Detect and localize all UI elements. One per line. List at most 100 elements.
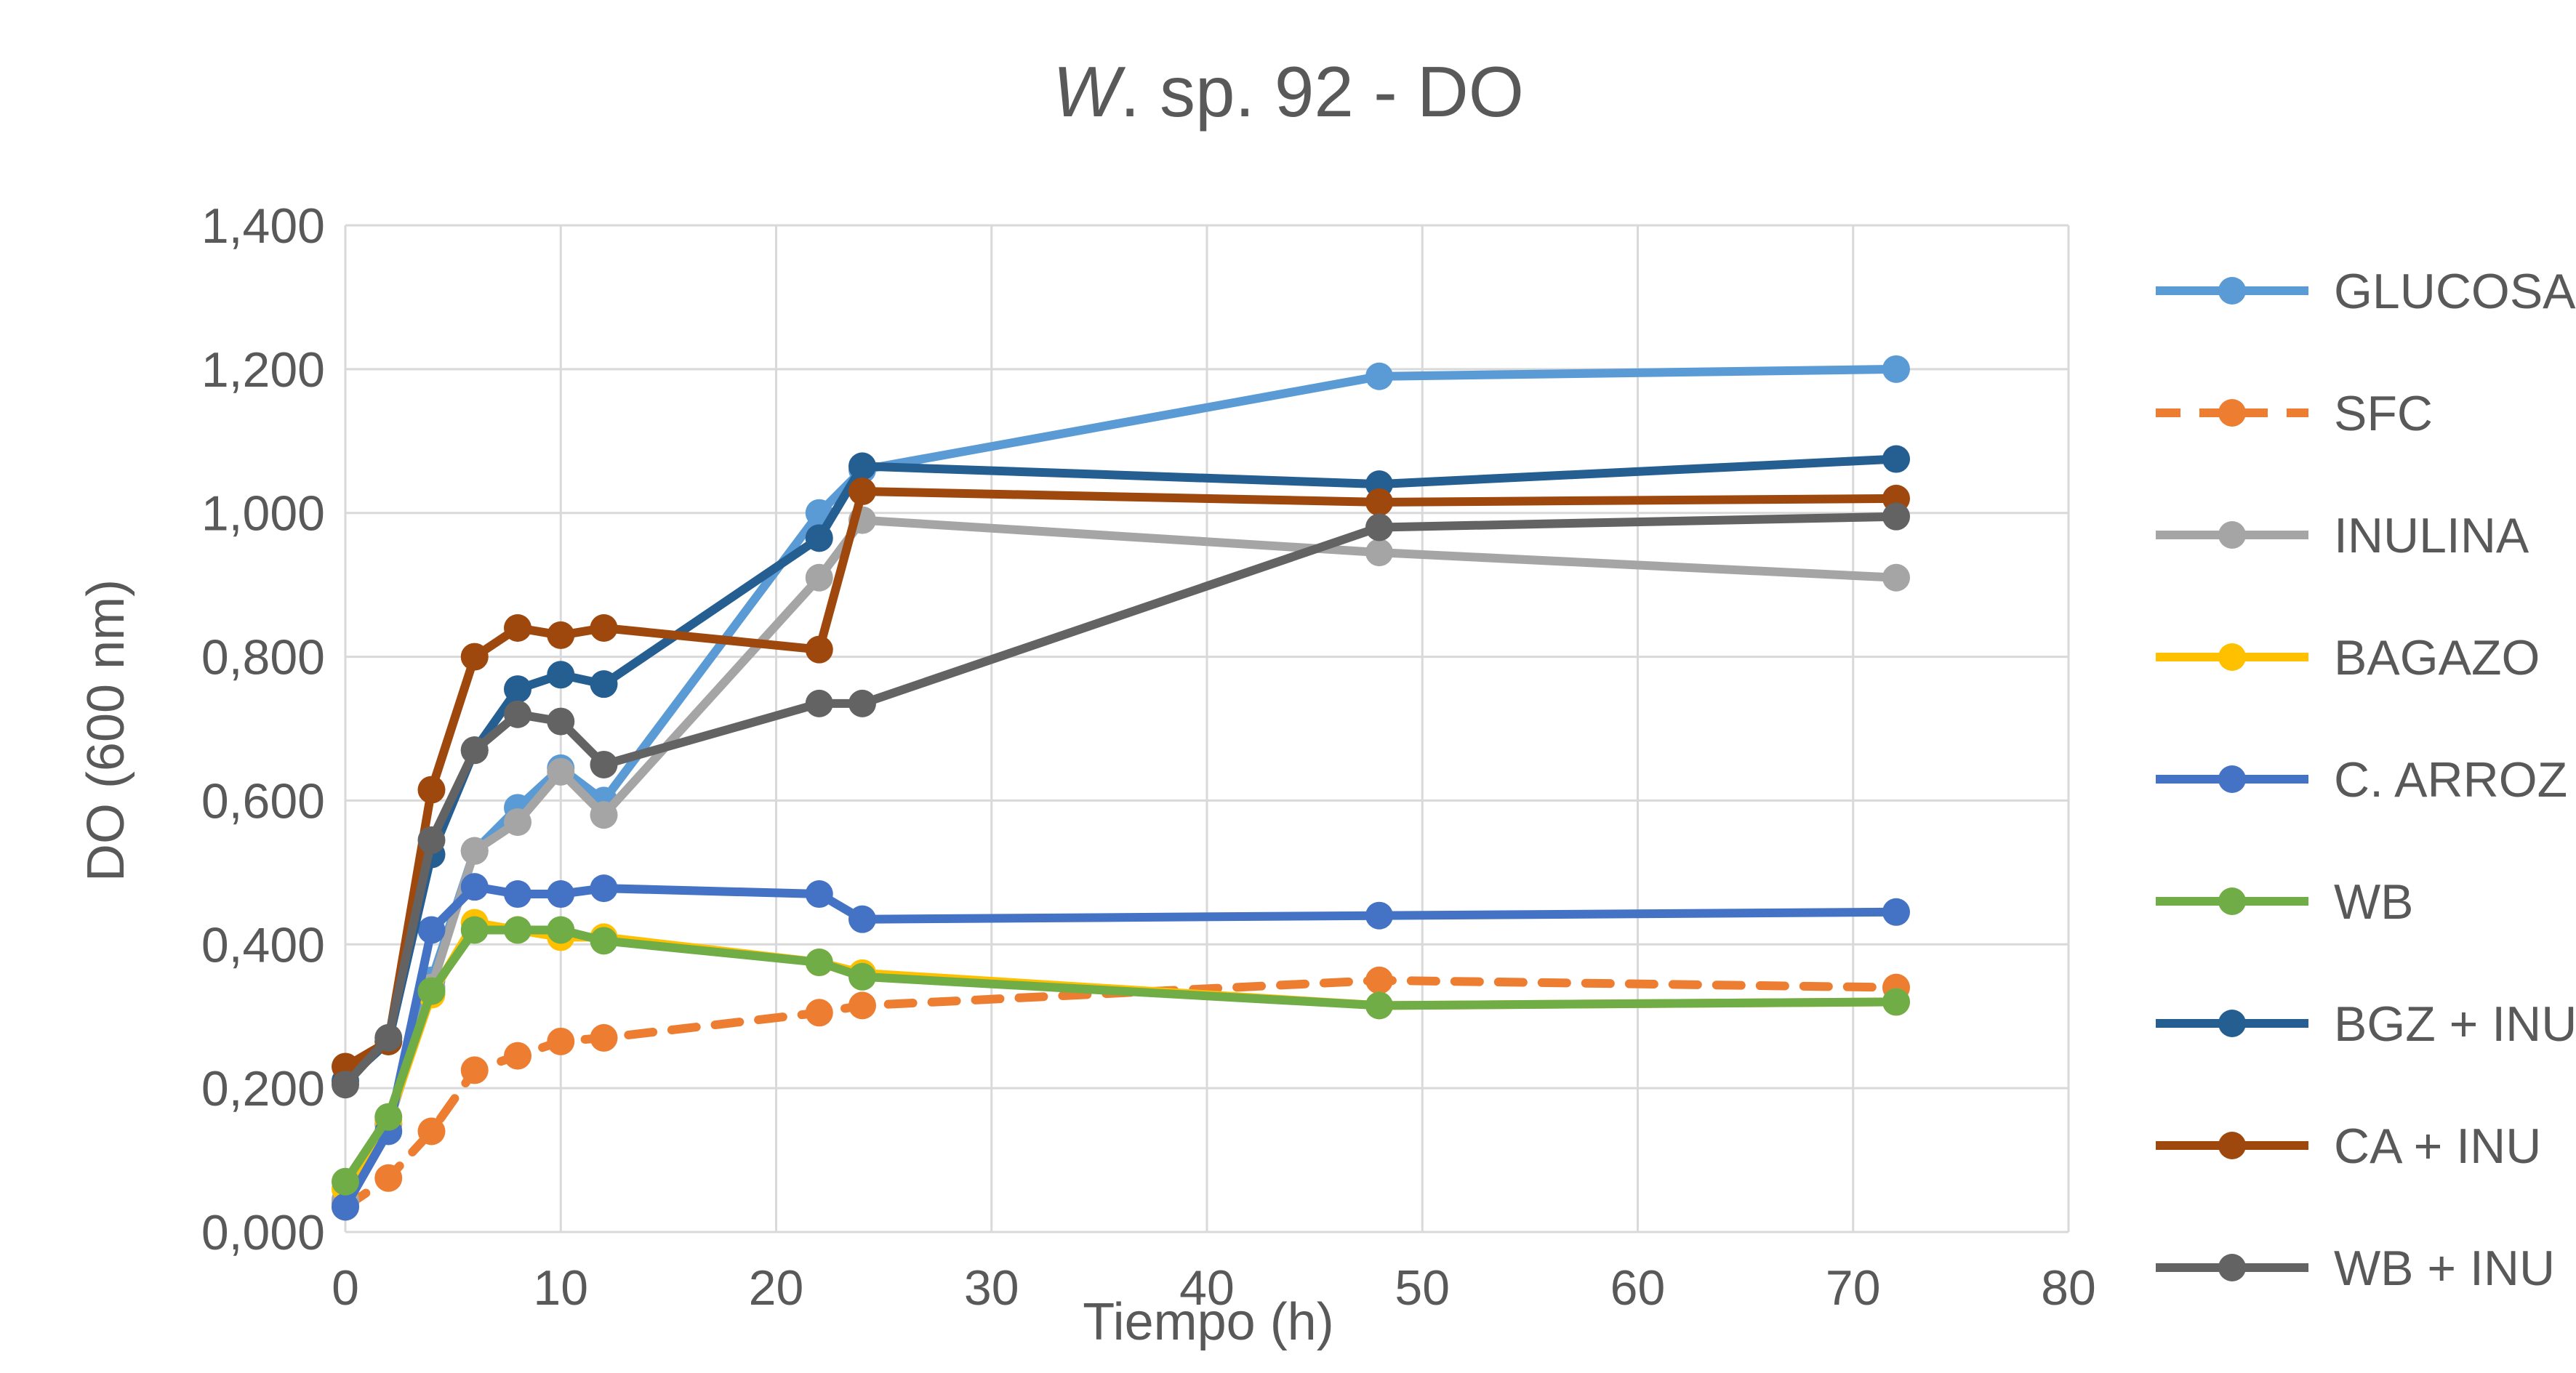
data-point	[805, 689, 833, 717]
data-point	[590, 1023, 618, 1052]
data-point	[504, 880, 531, 909]
data-point	[848, 991, 876, 1020]
x-tick-label: 70	[1826, 1260, 1881, 1316]
legend-entry: WB + INU	[2156, 1241, 2555, 1296]
legend-entry: SFC	[2156, 386, 2433, 441]
legend-entry: BAGAZO	[2156, 630, 2540, 685]
data-point	[1882, 445, 1910, 473]
legend-entry: INULINA	[2156, 508, 2529, 563]
data-point	[1882, 898, 1910, 926]
data-point	[1365, 966, 1393, 994]
data-point	[805, 999, 833, 1027]
legend-entry: WB	[2156, 874, 2414, 930]
data-point	[1882, 502, 1910, 531]
data-point	[848, 452, 876, 480]
x-tick-label: 80	[2041, 1260, 2096, 1316]
y-tick-label: 1,000	[201, 486, 325, 541]
legend-entry: BGZ + INU	[2156, 996, 2576, 1052]
legend-swatch-marker	[2218, 1254, 2246, 1281]
x-tick-label: 10	[533, 1260, 588, 1316]
legend-swatch-marker	[2218, 277, 2246, 305]
data-point	[1365, 488, 1393, 516]
legend-swatch-marker	[2218, 1010, 2246, 1037]
chart-title: W. sp. 92 - DO	[1053, 52, 1524, 132]
y-tick-label: 0,000	[201, 1205, 325, 1260]
x-tick-label: 30	[964, 1260, 1019, 1316]
legend-entry: CA + INU	[2156, 1119, 2541, 1174]
legend-label: CA + INU	[2334, 1119, 2541, 1174]
data-point	[590, 801, 618, 829]
data-point	[460, 643, 489, 671]
data-point	[332, 1167, 359, 1196]
chart-title-rest: . sp. 92 - DO	[1120, 52, 1524, 132]
legend-swatch-marker	[2218, 399, 2246, 427]
data-point	[547, 621, 575, 649]
data-point	[504, 614, 531, 642]
data-point	[504, 808, 531, 837]
data-point	[504, 675, 531, 704]
chart-title-italic: W	[1053, 52, 1126, 132]
data-point	[504, 700, 531, 728]
data-point	[332, 1193, 359, 1221]
x-tick-label: 50	[1395, 1260, 1450, 1316]
data-point	[848, 689, 876, 717]
x-tick-label: 60	[1610, 1260, 1666, 1316]
data-point	[417, 826, 446, 854]
y-tick-label: 0,800	[201, 630, 325, 685]
y-tick-label: 0,600	[201, 773, 325, 829]
legend-swatch-marker	[2218, 521, 2246, 549]
data-point	[504, 1042, 531, 1070]
data-point	[1882, 563, 1910, 592]
legend-swatch-marker	[2218, 1132, 2246, 1159]
series-lines	[332, 355, 1910, 1221]
legend-label: WB + INU	[2334, 1241, 2555, 1296]
x-tick-label: 20	[749, 1260, 804, 1316]
legend: GLUCOSA SFC INULINA BAGAZO C. ARROZ WB BGZ + I…	[2156, 264, 2576, 1296]
data-point	[1365, 991, 1393, 1020]
data-point	[805, 524, 833, 552]
series-1	[332, 966, 1910, 1221]
data-point	[590, 874, 618, 903]
data-point	[547, 880, 575, 909]
data-point	[547, 707, 575, 736]
y-tick-label: 0,200	[201, 1061, 325, 1116]
data-point	[590, 750, 618, 778]
data-point	[1365, 901, 1393, 930]
x-axis-label: Tiempo (h)	[1083, 1293, 1333, 1351]
x-tick-label: 0	[332, 1260, 359, 1316]
data-point	[374, 1023, 403, 1052]
legend-label: INULINA	[2334, 508, 2529, 563]
legend-label: BAGAZO	[2334, 630, 2540, 685]
data-point	[805, 635, 833, 664]
gridlines	[344, 224, 2070, 1233]
data-point	[1365, 513, 1393, 541]
y-tick-label: 0,400	[201, 917, 325, 973]
legend-label: GLUCOSA	[2334, 264, 2576, 319]
data-point	[460, 837, 489, 865]
series-7	[332, 478, 1910, 1081]
legend-label: C. ARROZ	[2334, 752, 2567, 808]
legend-swatch-marker	[2218, 887, 2246, 915]
y-tick-label: 1,200	[201, 342, 325, 398]
data-point	[417, 1117, 446, 1145]
data-point	[805, 880, 833, 909]
data-point	[417, 776, 446, 804]
data-point	[417, 916, 446, 944]
data-point	[1882, 355, 1910, 383]
data-point	[590, 927, 618, 955]
legend-swatch-marker	[2218, 643, 2246, 671]
data-point	[547, 661, 575, 689]
data-point	[547, 757, 575, 786]
data-point	[460, 736, 489, 765]
data-point	[590, 614, 618, 642]
data-point	[547, 1027, 575, 1055]
y-axis-label: DO (600 nm)	[77, 579, 135, 882]
data-point	[848, 478, 876, 506]
data-point	[848, 905, 876, 933]
data-point	[848, 962, 876, 991]
data-point	[460, 916, 489, 944]
data-point	[805, 563, 833, 592]
axes: 0,000 0,200 0,400 0,600 0,800 1,000 1,200 1,400…	[201, 198, 2096, 1316]
